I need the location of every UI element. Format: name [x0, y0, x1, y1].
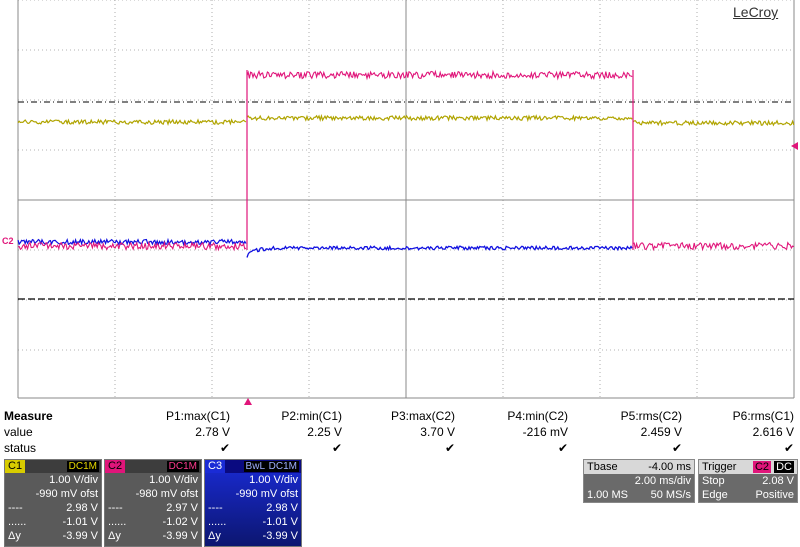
param-label-p4[interactable]: P4:min(C2) — [458, 409, 568, 423]
status-check-icon: ✔ — [120, 441, 230, 455]
delta-value: -3.99 V — [263, 530, 298, 542]
param-label-p5[interactable]: P5:rms(C2) — [572, 409, 682, 423]
cursor2-value: -1.01 V — [263, 516, 298, 528]
channel-c1-descriptor[interactable]: C1 DC1M 1.00 V/div -990 mV ofst ---- 2.98 … — [4, 459, 102, 547]
cursor2-value: -1.01 V — [63, 516, 98, 528]
bandwidth-limit-badge: BwL — [244, 461, 267, 472]
delta-label: Δy — [8, 529, 21, 543]
measure-status-row: status ✔ ✔ ✔ ✔ ✔ ✔ — [0, 441, 800, 457]
cursor2-icon: ...... — [208, 515, 226, 529]
delta-value: -3.99 V — [163, 530, 198, 542]
param-label-p1[interactable]: P1:max(C1) — [120, 409, 230, 423]
delta-value: -3.99 V — [63, 530, 98, 542]
trigger-descriptor[interactable]: Trigger C2 DC Stop 2.08 V Edge Positive — [698, 459, 798, 503]
cursor2-icon: ...... — [8, 515, 26, 529]
channel-c3-descriptor[interactable]: C3 BwL DC1M 1.00 V/div -990 mV ofst ---- 2.… — [204, 459, 302, 547]
vdiv: 1.00 V/div — [105, 473, 201, 487]
timebase-label: Tbase — [587, 460, 618, 474]
trigger-position-marker-icon[interactable] — [244, 398, 252, 405]
status-check-icon: ✔ — [572, 441, 682, 455]
timebase-samples: 1.00 MS — [587, 488, 628, 502]
param-label-p2[interactable]: P2:min(C1) — [232, 409, 342, 423]
param-value-p5: 2.459 V — [572, 425, 682, 439]
coupling-badge: DC1M — [67, 461, 99, 472]
value-row-label: value — [4, 425, 33, 439]
cursor1-icon: ---- — [8, 501, 23, 515]
trigger-level: 2.08 V — [762, 474, 794, 488]
waveform-grid — [0, 0, 800, 410]
measure-title: Measure — [4, 409, 53, 423]
vdiv: 1.00 V/div — [5, 473, 101, 487]
trace-c1 — [247, 116, 632, 120]
measure-table[interactable]: Measure P1:max(C1) P2:min(C1) P3:max(C2)… — [0, 409, 800, 457]
trace-c3 — [247, 246, 632, 257]
vdiv: 1.00 V/div — [205, 473, 301, 487]
status-check-icon: ✔ — [458, 441, 568, 455]
trigger-channel: C2 — [753, 461, 771, 473]
channel-tag-c1: C1 — [5, 460, 25, 473]
trigger-level-marker-icon[interactable] — [791, 142, 798, 150]
channel-tag-c2: C2 — [105, 460, 125, 473]
channel-marker-c2[interactable]: C2 — [2, 236, 14, 246]
cursor1-value: 2.98 V — [66, 502, 98, 514]
measure-value-row: value 2.78 V 2.25 V 3.70 V -216 mV 2.459… — [0, 425, 800, 441]
coupling-badge: DC1M — [267, 461, 299, 472]
trace-c2 — [247, 72, 632, 79]
channel-tag-c3: C3 — [205, 460, 225, 473]
cursor1-icon: ---- — [208, 501, 223, 515]
param-label-p3[interactable]: P3:max(C2) — [345, 409, 455, 423]
trace-c1 — [633, 121, 794, 125]
status-check-icon: ✔ — [345, 441, 455, 455]
status-row-label: status — [4, 441, 36, 455]
trigger-coupling: DC — [774, 461, 794, 473]
channel-c2-descriptor[interactable]: C2 DC1M 1.00 V/div -980 mV ofst ---- 2.97 … — [104, 459, 202, 547]
param-label-p6[interactable]: P6:rms(C1) — [684, 409, 794, 423]
cursor1-icon: ---- — [108, 501, 123, 515]
cursor2-value: -1.02 V — [163, 516, 198, 528]
trigger-mode: Stop — [702, 474, 725, 488]
trace-c1 — [18, 120, 246, 124]
measure-header-row: Measure P1:max(C1) P2:min(C1) P3:max(C2)… — [0, 409, 800, 425]
timebase-delay: -4.00 ms — [648, 460, 691, 474]
param-value-p3: 3.70 V — [345, 425, 455, 439]
timebase-rate: 50 MS/s — [651, 488, 691, 502]
offset: -990 mV ofst — [5, 487, 101, 501]
status-check-icon: ✔ — [684, 441, 794, 455]
param-value-p1: 2.78 V — [120, 425, 230, 439]
cursor2-icon: ...... — [108, 515, 126, 529]
param-value-p4: -216 mV — [458, 425, 568, 439]
trace-c2 — [633, 243, 794, 250]
cursor1-value: 2.98 V — [266, 502, 298, 514]
param-value-p6: 2.616 V — [684, 425, 794, 439]
param-value-p2: 2.25 V — [232, 425, 342, 439]
status-check-icon: ✔ — [232, 441, 342, 455]
brand-logo: LeCroy — [733, 4, 778, 20]
trigger-slope: Positive — [755, 488, 794, 502]
offset: -990 mV ofst — [205, 487, 301, 501]
offset: -980 mV ofst — [105, 487, 201, 501]
delta-label: Δy — [208, 529, 221, 543]
timebase-descriptor[interactable]: Tbase -4.00 ms 2.00 ms/div 1.00 MS 50 MS/s — [583, 459, 695, 503]
timebase-tdiv: 2.00 ms/div — [635, 474, 691, 488]
trigger-label: Trigger — [702, 460, 736, 474]
coupling-badge: DC1M — [167, 461, 199, 472]
trigger-type: Edge — [702, 488, 728, 502]
waveform-display[interactable]: LeCroy C2 — [0, 0, 800, 410]
delta-label: Δy — [108, 529, 121, 543]
trace-c3 — [18, 240, 246, 245]
cursor1-value: 2.97 V — [166, 502, 198, 514]
